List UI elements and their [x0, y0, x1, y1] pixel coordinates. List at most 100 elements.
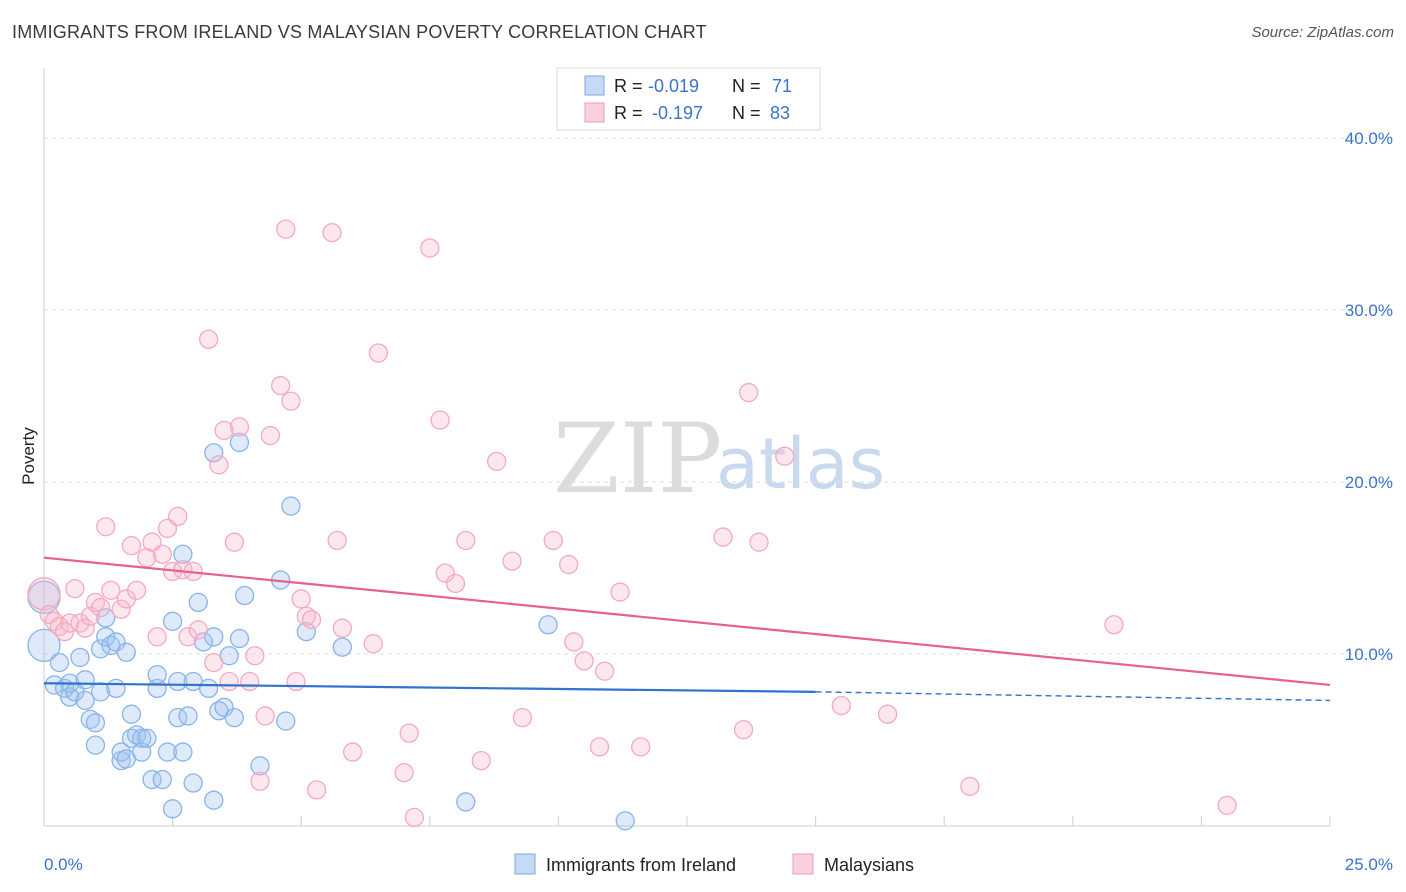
data-point	[610, 582, 630, 602]
data-point	[281, 391, 301, 411]
data-point	[512, 707, 533, 728]
data-point	[116, 642, 136, 662]
y-axis-label: Poverty	[19, 427, 38, 485]
data-point	[296, 606, 316, 626]
data-point	[162, 611, 183, 631]
data-point	[559, 554, 579, 575]
data-point	[276, 219, 296, 239]
chart-title: IMMIGRANTS FROM IRELAND VS MALAYSIAN POV…	[12, 22, 707, 42]
data-point	[1217, 795, 1237, 816]
data-point	[399, 723, 419, 743]
data-point	[173, 742, 193, 762]
data-point	[877, 704, 898, 724]
data-point	[80, 709, 100, 730]
data-point	[96, 608, 116, 628]
legend-swatch-malaysians	[584, 102, 605, 123]
data-point	[75, 670, 95, 690]
data-point	[60, 613, 80, 633]
data-point	[363, 634, 383, 654]
chart-source: Source: ZipAtlas.com	[1251, 24, 1394, 41]
data-point	[487, 451, 507, 472]
data-point	[101, 580, 121, 601]
data-point	[65, 578, 85, 599]
data-point	[255, 706, 275, 726]
bottom-legend-label-ireland: Immigrants from Ireland	[546, 855, 736, 875]
data-point	[147, 664, 167, 685]
data-point	[214, 697, 234, 717]
y-tick-label: 30.0%	[1345, 301, 1393, 320]
data-point	[204, 790, 224, 810]
watermark-zip: ZIP	[553, 403, 722, 515]
data-point	[456, 792, 476, 812]
data-point	[332, 637, 353, 657]
data-point	[733, 720, 754, 740]
data-point	[204, 652, 224, 673]
bottom-legend-swatch-malaysians	[792, 853, 814, 875]
watermark-atlas: atlas	[716, 423, 885, 505]
data-point	[75, 618, 95, 638]
data-point	[152, 769, 172, 790]
data-point	[147, 627, 167, 647]
data-point	[435, 563, 455, 583]
data-point	[204, 443, 224, 463]
data-point	[276, 711, 296, 731]
data-point	[121, 535, 142, 556]
data-point	[502, 551, 522, 571]
data-point	[327, 530, 347, 551]
trend-line-malaysians	[43, 556, 1331, 687]
legend-n-label-malaysians: N =	[732, 103, 761, 123]
data-point	[49, 616, 70, 637]
data-point	[229, 628, 250, 649]
data-point	[296, 621, 316, 642]
data-point	[342, 742, 363, 762]
data-point	[430, 410, 450, 430]
watermark: ZIP atlas	[553, 403, 885, 515]
data-point	[60, 687, 80, 707]
data-point	[168, 506, 188, 527]
data-point	[132, 728, 152, 748]
data-point	[543, 530, 563, 551]
data-point	[162, 799, 183, 819]
data-point	[286, 671, 306, 692]
data-point	[250, 756, 270, 776]
data-point	[70, 647, 90, 668]
data-point	[245, 646, 265, 666]
data-point	[775, 446, 795, 466]
data-point	[564, 632, 584, 652]
data-point	[595, 661, 615, 681]
data-point	[193, 632, 214, 652]
data-point	[445, 573, 466, 594]
data-point	[90, 597, 111, 618]
data-point	[178, 706, 198, 726]
data-point	[749, 532, 769, 552]
data-point	[49, 652, 70, 673]
series-immigrants-from-ireland	[27, 432, 635, 831]
data-point	[44, 611, 64, 631]
data-point	[615, 811, 635, 831]
bottom-legend-label-malaysians: Malaysians	[824, 855, 914, 875]
data-point	[229, 417, 250, 437]
y-tick-label: 20.0%	[1345, 473, 1393, 492]
data-point	[332, 618, 353, 638]
data-point	[198, 678, 219, 699]
legend-swatch-ireland	[584, 75, 605, 96]
data-point	[270, 376, 291, 396]
x-axis-ticks	[43, 816, 1331, 826]
x-tick-label-min: 0.0%	[44, 855, 83, 874]
data-point	[240, 671, 260, 692]
data-point	[306, 780, 327, 800]
bottom-legend-swatch-ireland	[514, 853, 536, 875]
data-point	[713, 527, 733, 547]
data-point	[142, 769, 162, 790]
data-point	[85, 713, 106, 733]
data-point	[137, 548, 157, 568]
data-point	[368, 343, 389, 363]
stats-legend: R = -0.019 N = 71 R = -0.197 N = 83	[556, 67, 821, 131]
trend-lines	[43, 556, 1331, 702]
data-point	[960, 776, 980, 797]
y-tick-labels: 40.0% 30.0% 20.0% 10.0%	[1345, 129, 1393, 664]
legend-r-label-ireland: R =	[614, 76, 643, 96]
series-malaysians	[27, 219, 1237, 828]
data-point	[291, 589, 311, 609]
data-point	[126, 580, 147, 601]
